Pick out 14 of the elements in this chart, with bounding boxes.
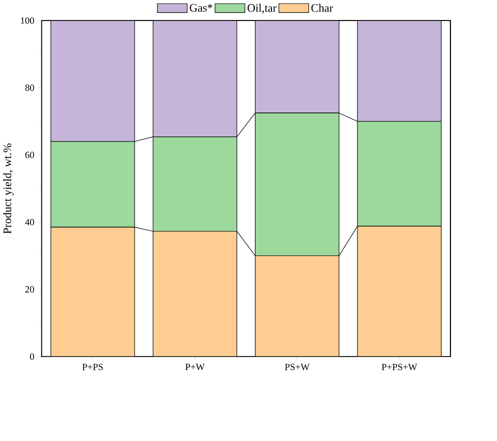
y-axis-title: Product yield, wt.% [3,144,14,234]
y-tick-label: 80 [25,84,34,92]
x-tick-label: P+PS+W [382,364,418,370]
y-tick-label: 100 [20,18,34,24]
y-tick-label: 40 [25,219,34,226]
legend-label: Gas* [190,4,212,12]
legend-label: Oil,tar [248,4,277,14]
x-tick-label: P+PS [82,364,103,370]
y-tick-label: 0 [30,354,34,360]
y-tick-label: 20 [25,286,34,293]
x-tick-label: P+W [185,364,205,370]
legend-label: Char [311,4,334,12]
x-tick-label: PS+W [284,364,310,370]
y-tick-label: 60 [25,152,34,158]
